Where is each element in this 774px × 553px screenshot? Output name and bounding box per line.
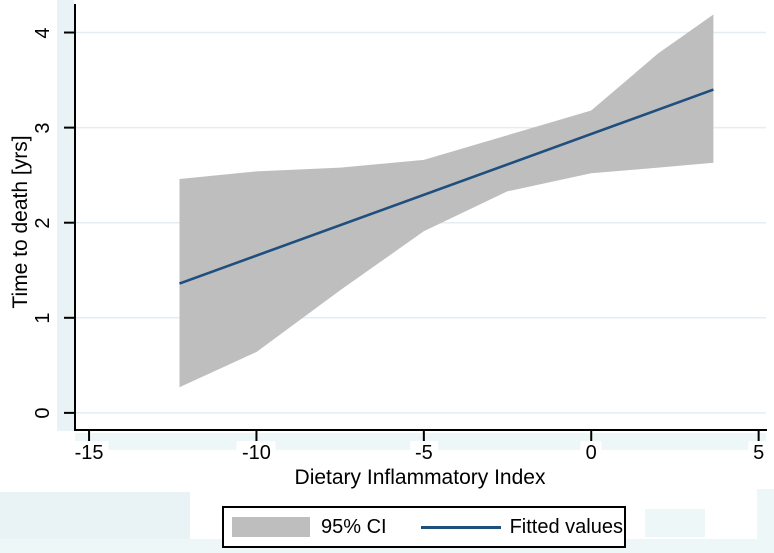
x-tick-label: -15 <box>69 441 109 465</box>
y-tick-label: 4 <box>32 26 54 39</box>
ci-band-area <box>179 14 714 388</box>
x-tick-label: -5 <box>409 441 438 465</box>
background-patch-legend-right <box>645 509 705 537</box>
fitted-line <box>179 88 714 285</box>
y-tick-label: 0 <box>32 407 54 419</box>
y-tick-label: 1 <box>32 312 54 324</box>
y-tick-label: 3 <box>32 122 54 134</box>
fitted-line-legend-swatch <box>420 525 501 529</box>
background-patch-left-strip <box>57 0 74 431</box>
ci-band-legend-label: 95% CI <box>321 515 387 538</box>
x-axis-title: Dietary Inflammatory Index <box>294 466 546 489</box>
ci-band-legend-swatch <box>232 517 310 537</box>
y-axis-title: Time to death [yrs] <box>9 135 32 309</box>
x-tick-label: 0 <box>580 441 602 465</box>
y-tick-label: 2 <box>32 217 54 229</box>
background-patch-right-strip <box>757 489 774 553</box>
fitted-line-legend-label: Fitted values <box>509 515 623 538</box>
x-tick-label: -10 <box>237 441 276 465</box>
legend: 95% CI Fitted values <box>222 506 626 548</box>
x-tick-label: 5 <box>748 441 770 465</box>
